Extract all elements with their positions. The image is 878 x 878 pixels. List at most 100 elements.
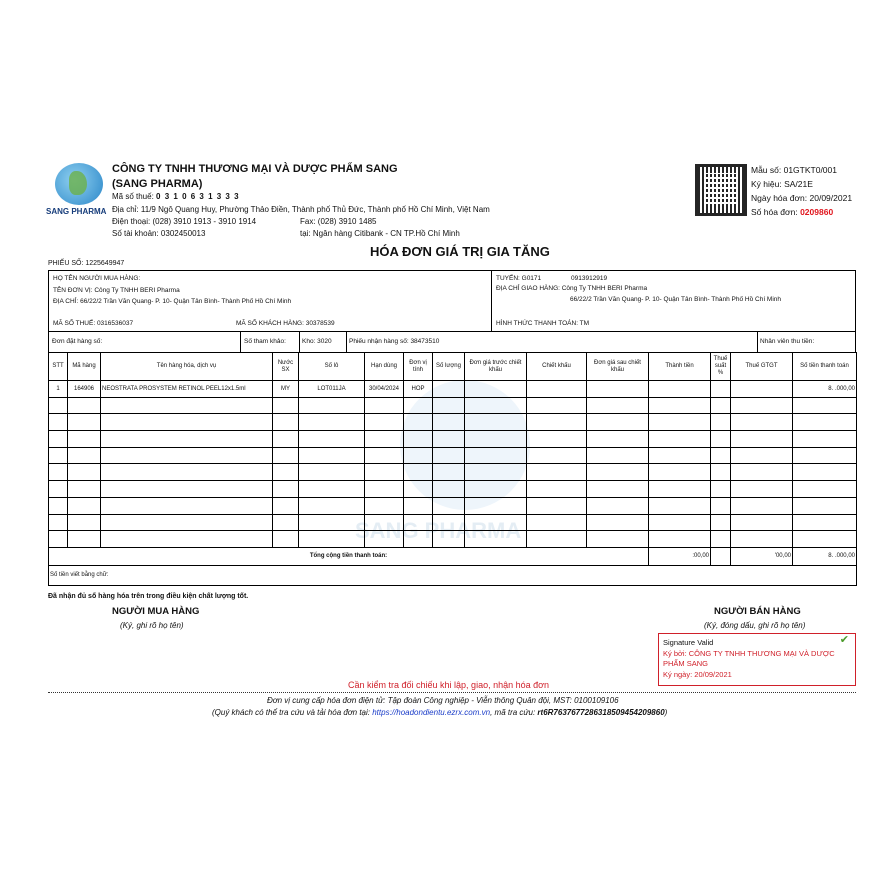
payment-method: HÌNH THỨC THANH TOÁN: TM — [496, 320, 590, 327]
table-cell — [526, 480, 587, 498]
table-cell — [710, 396, 731, 415]
table-cell — [730, 496, 793, 515]
table-cell — [298, 496, 365, 515]
table-cell — [403, 530, 433, 548]
digital-signature[interactable]: Signature Valid Ký bởi: CÔNG TY TNHH THƯ… — [658, 633, 856, 686]
table-cell — [710, 446, 731, 465]
seller-sign-title: NGƯỜI BÁN HÀNG — [714, 606, 801, 617]
table-cell: 30/04/2024 — [364, 380, 404, 398]
buyer-box: HỌ TÊN NGƯỜI MUA HÀNG: TÊN ĐƠN VỊ: Công … — [48, 270, 856, 332]
provider-info: Đơn vị cung cấp hóa đơn điện tử: Tập đoà… — [267, 696, 619, 705]
table-cell — [67, 480, 101, 498]
table-cell — [403, 446, 433, 465]
buyer-tax: MÃ SỐ THUẾ: 0316536037 — [53, 320, 134, 327]
table-cell — [298, 463, 365, 482]
buyer-customer-code: MÃ SỐ KHÁCH HÀNG: 30378539 — [236, 320, 335, 327]
buyer-unit: TÊN ĐƠN VỊ: Công Ty TNHH BERI Pharma — [53, 287, 180, 294]
table-cell — [403, 480, 433, 498]
table-cell — [792, 463, 857, 482]
column-header: Tên hàng hóa, dịch vụ — [100, 352, 273, 381]
table-cell — [710, 413, 731, 432]
table-cell — [526, 463, 587, 482]
table-cell — [100, 463, 273, 482]
column-header: Hạn dùng — [364, 352, 404, 381]
table-cell — [730, 463, 793, 482]
table-cell — [48, 430, 68, 448]
table-cell — [432, 380, 465, 398]
table-cell — [100, 413, 273, 432]
table-cell — [298, 396, 365, 415]
table-cell — [364, 480, 404, 498]
table-cell — [67, 513, 101, 532]
table-row — [48, 496, 857, 515]
table-cell — [648, 513, 711, 532]
signature-date: Ký ngày: 20/09/2021 — [663, 670, 732, 679]
collector: Nhân viên thu tiền: — [760, 338, 815, 345]
table-cell — [526, 530, 587, 548]
table-cell — [403, 463, 433, 482]
table-row — [48, 430, 857, 448]
table-cell — [48, 413, 68, 432]
table-cell — [364, 513, 404, 532]
table-cell — [648, 496, 711, 515]
table-cell — [730, 396, 793, 415]
table-cell — [730, 513, 793, 532]
table-cell — [403, 430, 433, 448]
company-logo — [55, 163, 103, 205]
table-cell — [432, 413, 465, 432]
lookup-link[interactable]: https://hoadondientu.ezrx.com.vn — [372, 708, 491, 717]
table-cell — [586, 413, 649, 432]
table-cell — [432, 513, 465, 532]
table-cell — [272, 413, 299, 432]
warehouse: Kho: 3020 — [302, 338, 332, 345]
table-cell — [67, 430, 101, 448]
checkmark-icon: ✔ — [839, 634, 849, 646]
table-cell — [298, 513, 365, 532]
table-cell — [432, 446, 465, 465]
table-cell: HOP — [403, 380, 433, 398]
table-cell — [526, 430, 587, 448]
table-cell — [67, 413, 101, 432]
table-cell — [272, 513, 299, 532]
items-table: STT Mã hàng Tên hàng hóa, dịch vụ Nước SX Số… — [48, 352, 857, 586]
table-cell — [710, 513, 731, 532]
delivery-label: ĐỊA CHỈ GIAO HÀNG: Công Ty TNHH BERI Pha… — [496, 285, 648, 292]
table-cell: 164906 — [67, 380, 101, 398]
table-cell — [272, 480, 299, 498]
table-cell — [364, 446, 404, 465]
table-cell — [710, 480, 731, 498]
table-cell: NEOSTRATA PROSYSTEM RETINOL PEEL12x1.5ml — [100, 380, 273, 398]
column-header: Số tiền thanh toán — [792, 352, 857, 381]
order-row: Đơn đặt hàng số: Số tham khảo: Kho: 3020… — [48, 331, 856, 353]
column-header: Thành tiền — [648, 352, 711, 381]
total-subtotal: :00,00 — [648, 546, 711, 566]
table-cell — [464, 380, 527, 398]
table-cell — [648, 530, 711, 548]
company-account: Số tài khoản: 0302450013 — [112, 229, 206, 238]
totals-label: Tổng cộng tiền thanh toán: — [48, 546, 649, 566]
table-cell — [730, 530, 793, 548]
column-header: Mã hàng — [67, 352, 101, 381]
table-cell — [48, 513, 68, 532]
table-cell — [432, 430, 465, 448]
table-cell: LOT011JA — [298, 380, 365, 398]
table-cell — [272, 496, 299, 515]
delivery-address: 66/22/2 Trần Văn Quang- P. 10- Quận Tân … — [570, 296, 782, 303]
buyer-sign-title: NGƯỜI MUA HÀNG — [112, 606, 200, 617]
table-cell — [648, 380, 711, 398]
table-cell — [364, 530, 404, 548]
seller-sign-note: (Ký, đóng dấu, ghi rõ họ tên) — [704, 621, 806, 630]
column-header: Đơn giá trước chiết khấu — [464, 352, 527, 381]
table-cell: 8. .000,00 — [792, 380, 857, 398]
table-row — [48, 480, 857, 498]
column-header: Số lượng — [432, 352, 465, 381]
table-cell — [364, 463, 404, 482]
table-row — [48, 446, 857, 465]
table-cell — [298, 446, 365, 465]
route-phone: 0913912919 — [571, 275, 608, 282]
table-cell — [100, 430, 273, 448]
table-cell — [586, 396, 649, 415]
table-cell — [298, 413, 365, 432]
table-cell — [464, 513, 527, 532]
table-cell — [792, 430, 857, 448]
